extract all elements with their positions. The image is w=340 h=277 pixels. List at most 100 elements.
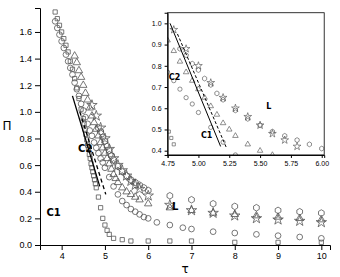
y-tick: 0.0 (19, 240, 40, 250)
point (210, 229, 216, 235)
y-tick-mark (35, 165, 40, 166)
point (171, 48, 177, 53)
point (71, 52, 78, 58)
y-tick-label: 0.9 (152, 41, 162, 48)
point (233, 133, 239, 138)
point (209, 82, 213, 87)
y-tick-label: 1.0 (152, 20, 162, 27)
inset-plot: 4.755.005.255.505.756.000.40.50.60.70.80… (152, 13, 329, 167)
point-series (168, 70, 238, 155)
plot-background (168, 13, 325, 155)
point (103, 223, 107, 227)
point (87, 100, 97, 110)
annotation: L (172, 201, 179, 212)
x-tick: 5.00 (192, 155, 206, 167)
point (80, 108, 86, 114)
x-tick-label: 5.25 (223, 160, 237, 167)
marks (168, 23, 324, 155)
point (196, 68, 200, 73)
point (256, 121, 264, 128)
point (214, 111, 220, 116)
annotation: L (266, 102, 271, 111)
point (316, 217, 326, 227)
point (293, 142, 301, 149)
y-tick: 0.8 (152, 63, 168, 70)
point (178, 87, 182, 91)
point (104, 144, 114, 154)
y-axis: 0.00.20.40.60.81.01.21.41.6 (19, 9, 40, 251)
marks (52, 10, 326, 245)
point-series (170, 26, 301, 150)
x-tick: 6 (146, 245, 151, 261)
y-tick-mark (165, 66, 168, 67)
point (76, 93, 82, 99)
point (145, 215, 151, 221)
x-tick-label: 9 (276, 251, 281, 261)
point (168, 239, 172, 243)
point (196, 110, 200, 114)
point (189, 226, 195, 232)
x-axis-line (168, 155, 325, 158)
y-tick-label: 0.6 (152, 105, 162, 112)
x-tick-mark (191, 245, 192, 250)
inset-frame (168, 13, 325, 155)
x-tick-label: 7 (189, 251, 194, 261)
y-tick-mark (165, 129, 168, 130)
y-tick-mark (165, 151, 168, 152)
y-axis-line (35, 9, 41, 246)
point (74, 86, 80, 92)
dashed-boundary-line (177, 34, 226, 149)
y-tick: 0.4 (19, 187, 40, 197)
y-tick: 1.0 (152, 20, 168, 27)
y-tick-mark (35, 245, 40, 246)
point (144, 199, 151, 205)
x-tick-label: 10 (317, 251, 327, 261)
y-tick: 0.8 (19, 134, 40, 144)
y-tick: 1.2 (19, 81, 40, 91)
annotation: C1 (201, 131, 213, 140)
point (297, 208, 303, 215)
point (85, 121, 91, 127)
y-tick: 0.7 (152, 84, 168, 91)
x-tick-mark (148, 245, 149, 250)
point (270, 129, 274, 134)
y-tick-label: 0.4 (152, 147, 162, 154)
point (232, 230, 238, 236)
point (95, 122, 105, 132)
point (84, 96, 91, 102)
point (141, 184, 147, 191)
point (257, 148, 263, 153)
x-tick: 6.00 (315, 155, 329, 167)
x-tick-mark (321, 245, 322, 250)
point (183, 69, 189, 74)
y-tick-label: 0.2 (19, 214, 32, 224)
point (115, 163, 121, 170)
point (106, 174, 112, 180)
point (254, 204, 260, 211)
x-tick-label: 5.00 (192, 160, 206, 167)
y-tick-mark (35, 112, 40, 113)
point (275, 233, 281, 239)
y-tick: 0.2 (19, 214, 40, 224)
point (114, 178, 121, 184)
chart: 456789100.00.20.40.60.81.01.21.41.6τΠC1C… (0, 0, 340, 277)
point (132, 209, 138, 215)
x-tick: 5.75 (285, 155, 299, 167)
annotation: C1 (46, 207, 60, 218)
y-tick-mark (165, 108, 168, 109)
x-axis: 45678910 (41, 245, 331, 261)
point (129, 239, 133, 243)
x-tick-mark (291, 155, 292, 158)
y-tick: 0.9 (152, 41, 168, 48)
boundary-line (170, 23, 221, 146)
y-tick-label: 1.0 (19, 107, 32, 117)
y-tick-mark (165, 23, 168, 24)
point (111, 157, 117, 164)
x-tick: 4 (60, 245, 65, 261)
point-series (168, 130, 176, 146)
point (190, 102, 194, 106)
point (195, 62, 203, 69)
y-tick-mark (35, 59, 40, 60)
point (52, 18, 58, 24)
x-tick-label: 5.75 (285, 160, 299, 167)
